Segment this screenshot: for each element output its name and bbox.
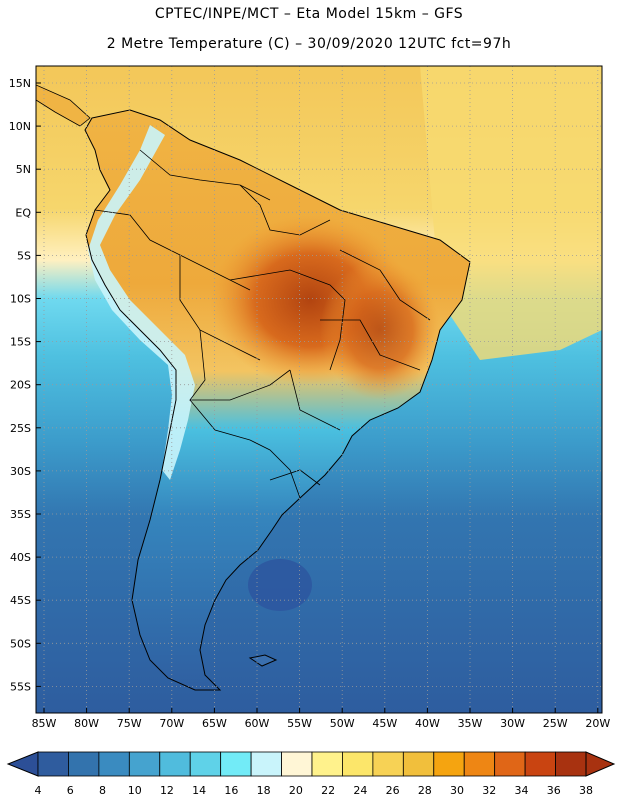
colorbar-high-arrow bbox=[585, 751, 616, 777]
colorbar-swatch bbox=[372, 751, 404, 777]
colorbar-label: 30 bbox=[450, 784, 464, 797]
colorbar-label: 14 bbox=[192, 784, 206, 797]
colorbar-label: 10 bbox=[128, 784, 142, 797]
atlantic-warm-area bbox=[420, 66, 602, 360]
cold-patch-south-atlantic bbox=[248, 559, 312, 611]
colorbar-label: 22 bbox=[321, 784, 335, 797]
lat-label: 50S bbox=[10, 637, 31, 650]
colorbar-low-arrow bbox=[6, 751, 39, 777]
andes-cold-strip bbox=[88, 125, 195, 480]
lat-label: 25S bbox=[10, 422, 31, 435]
lat-label: 5S bbox=[17, 249, 31, 262]
colorbar-label: 4 bbox=[35, 784, 42, 797]
lon-label: 85W bbox=[32, 717, 57, 730]
colorbar-label: 38 bbox=[579, 784, 593, 797]
colorbar-label: 16 bbox=[224, 784, 238, 797]
colorbar-swatch bbox=[524, 751, 556, 777]
colorbar-swatch bbox=[555, 751, 587, 777]
temperature-field bbox=[36, 66, 602, 713]
lon-label: 45W bbox=[372, 717, 397, 730]
colorbar-swatch bbox=[281, 751, 313, 777]
colorbar-swatch bbox=[128, 751, 161, 777]
colorbar-label: 18 bbox=[257, 784, 271, 797]
lon-label: 80W bbox=[74, 717, 99, 730]
colorbar-label: 36 bbox=[547, 784, 561, 797]
colorbar-swatch bbox=[98, 751, 130, 777]
colorbar-label: 20 bbox=[289, 784, 303, 797]
colorbar-label: 34 bbox=[515, 784, 529, 797]
longitude-labels: 85W 80W 75W 70W 65W 60W 55W 50W 45W 40W 35W 30W 25W 2… bbox=[32, 708, 610, 730]
lat-label: 45S bbox=[10, 594, 31, 607]
temperature-colorbar: 4 6 8 10 12 14 16 18 20 22 24 26 28 30 32 34 36 38 bbox=[6, 751, 616, 797]
colorbar-label: 12 bbox=[160, 784, 174, 797]
colorbar-label: 24 bbox=[353, 784, 367, 797]
lat-label: 20S bbox=[10, 379, 31, 392]
colorbar-swatch bbox=[250, 751, 282, 777]
colorbar-swatch bbox=[37, 751, 69, 777]
colorbar-label: 26 bbox=[386, 784, 400, 797]
lon-label: 35W bbox=[458, 717, 483, 730]
lat-label: 15N bbox=[9, 77, 31, 90]
lon-label: 25W bbox=[543, 717, 568, 730]
map-frame bbox=[35, 65, 603, 714]
lat-label: 40S bbox=[10, 551, 31, 564]
lat-label: 30S bbox=[10, 465, 31, 478]
colorbar-swatch bbox=[189, 751, 222, 777]
lon-label: 70W bbox=[159, 717, 184, 730]
colorbar-swatch bbox=[463, 751, 496, 777]
lat-label: 55S bbox=[10, 680, 31, 693]
colorbar-label: 32 bbox=[482, 784, 496, 797]
lon-label: 75W bbox=[117, 717, 142, 730]
colorbar-swatch bbox=[433, 751, 465, 777]
colorbar-swatch bbox=[342, 751, 374, 777]
colorbar-swatch bbox=[220, 751, 252, 777]
colorbar-label: 8 bbox=[99, 784, 106, 797]
colorbar-swatch bbox=[68, 751, 100, 777]
lon-label: 65W bbox=[202, 717, 227, 730]
lon-label: 60W bbox=[245, 717, 270, 730]
lat-label: 15S bbox=[10, 336, 31, 349]
lat-label: 5N bbox=[16, 163, 31, 176]
colorbar-swatch bbox=[311, 751, 343, 777]
colorbar-swatch bbox=[159, 751, 191, 777]
falkland-islands bbox=[248, 654, 278, 667]
colorbar-swatch bbox=[402, 751, 435, 777]
lat-label: 10N bbox=[9, 120, 31, 133]
lon-label: 55W bbox=[287, 717, 312, 730]
lon-label: 20W bbox=[585, 717, 610, 730]
map-subtitle: 2 Metre Temperature (C) – 30/09/2020 12U… bbox=[106, 36, 512, 52]
lat-label: 35S bbox=[10, 508, 31, 521]
lat-label: EQ bbox=[15, 206, 31, 219]
coastline bbox=[84, 109, 471, 691]
lon-label: 30W bbox=[500, 717, 525, 730]
colorbar-label: 6 bbox=[67, 784, 74, 797]
latitude-labels: 15N 10N 5N EQ 5S 10S 15S 20S 25S 30S 35S 40S 45S 50S 5… bbox=[9, 77, 41, 693]
colorbar-label: 28 bbox=[418, 784, 432, 797]
lon-label: 50W bbox=[330, 717, 355, 730]
hot-core-east bbox=[320, 260, 440, 400]
lat-label: 10S bbox=[10, 293, 31, 306]
map-title: CPTEC/INPE/MCT – Eta Model 15km – GFS bbox=[154, 6, 464, 22]
lon-label: 40W bbox=[415, 717, 440, 730]
colorbar-swatch bbox=[494, 751, 526, 777]
